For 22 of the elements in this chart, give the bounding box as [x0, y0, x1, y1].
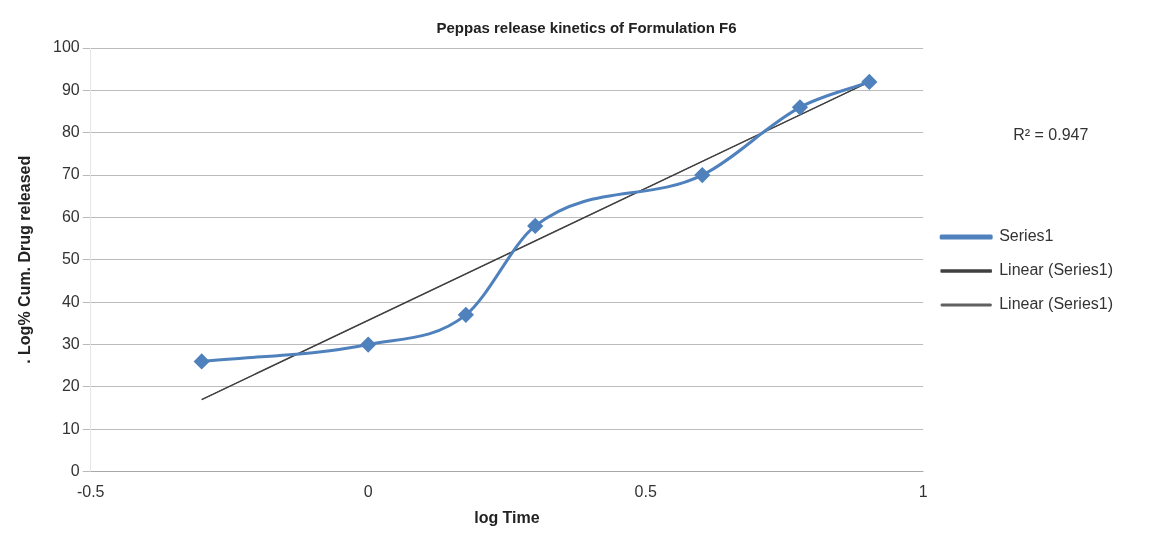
- x-axis-title: log Time: [474, 508, 540, 526]
- y-tick-label: 60: [61, 207, 80, 225]
- y-tick-label: 10: [61, 419, 80, 437]
- legend-label: Series1: [999, 227, 1054, 245]
- y-tick-label: 30: [61, 334, 80, 352]
- legend-label: Linear (Series1): [999, 261, 1113, 279]
- x-tick-label: 1: [918, 482, 928, 500]
- y-tick-label: 70: [61, 165, 80, 183]
- legend-label: Linear (Series1): [999, 295, 1113, 313]
- y-tick-label: 20: [61, 377, 80, 395]
- x-tick-label: 0: [363, 482, 373, 500]
- y-tick-label: 50: [61, 250, 80, 268]
- y-tick-label: 90: [61, 80, 80, 98]
- chart-title: Peppas release kinetics of Formulation F6: [436, 19, 737, 37]
- y-tick-label: 100: [52, 38, 80, 56]
- y-tick-label: 80: [61, 123, 80, 141]
- x-tick-label: 0.5: [634, 482, 657, 500]
- y-tick-label: 0: [70, 462, 80, 480]
- text: R² = 0.947: [1013, 126, 1089, 143]
- x-tick-label: -0.5: [76, 482, 105, 500]
- y-axis-title: . Log% Cum. Drug released: [16, 155, 33, 364]
- y-tick-label: 40: [61, 292, 80, 310]
